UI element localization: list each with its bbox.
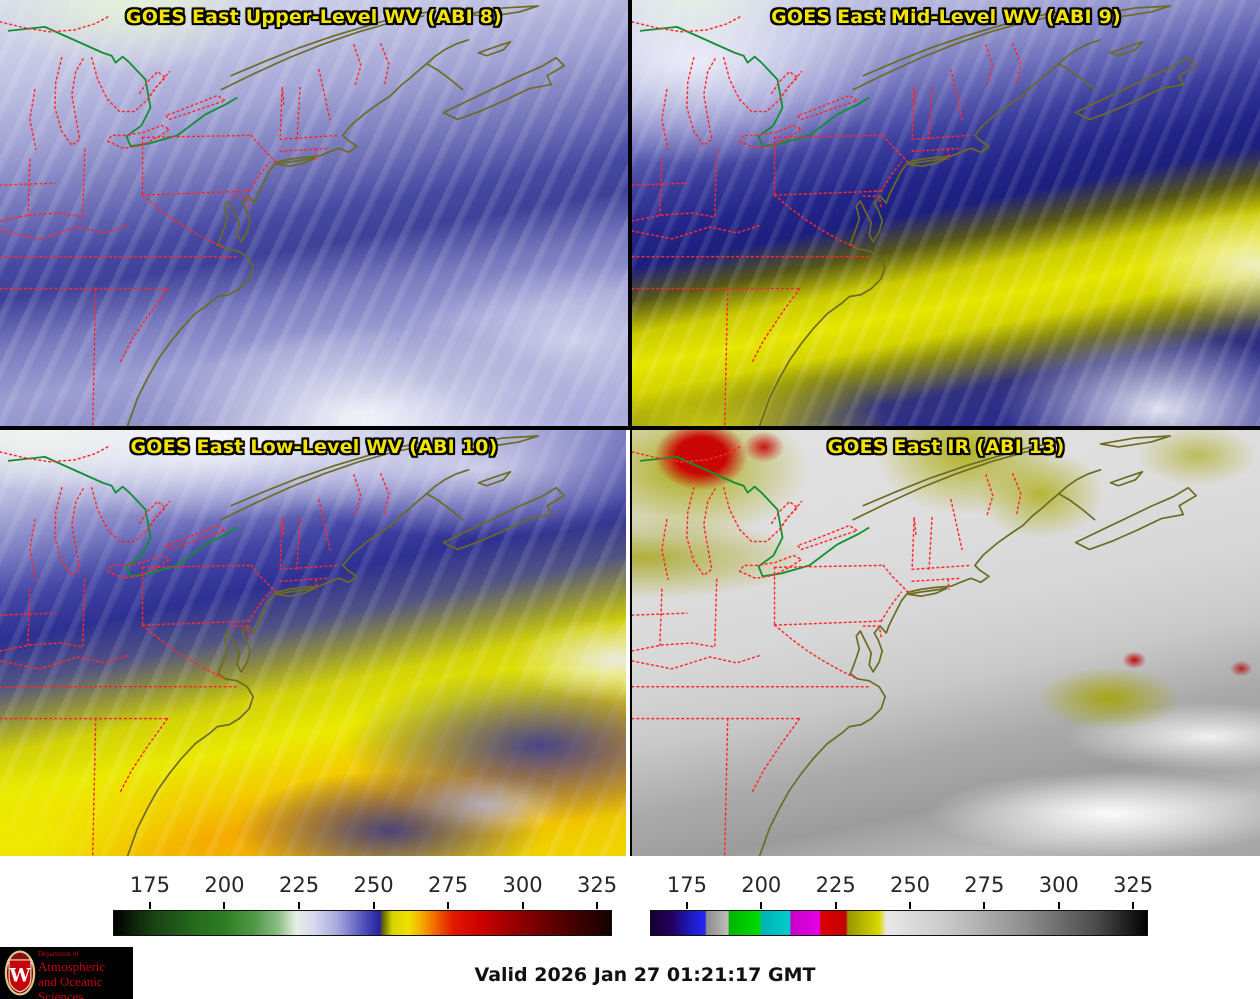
panel-title-abi8: GOES East Upper-Level WV (ABI 8) bbox=[125, 6, 503, 28]
uw-aos-logo: W Department of Atmospheric and Oceanic … bbox=[0, 947, 133, 999]
wv-colorbar: 175 200 225 250 275 300 325 bbox=[113, 856, 617, 951]
panel-upper-level-wv: GOES East Upper-Level WV (ABI 8) bbox=[0, 0, 628, 426]
ir-colorbar-gradient bbox=[650, 910, 1148, 936]
panel-title-abi13: GOES East IR (ABI 13) bbox=[827, 436, 1065, 458]
basemap-overlay bbox=[632, 5, 1198, 426]
logo-text: Department of Atmospheric and Oceanic Sc… bbox=[38, 950, 133, 999]
colorbar-tick-label: 225 bbox=[815, 873, 856, 897]
colorbar-tick-label: 325 bbox=[577, 873, 618, 897]
abi10-imagery bbox=[0, 430, 628, 856]
logo-oceanic-sciences: and Oceanic Sciences bbox=[38, 974, 103, 999]
panel-mid-level-wv: GOES East Mid-Level WV (ABI 9) bbox=[632, 0, 1260, 426]
colorbar-tick-label: 275 bbox=[427, 873, 469, 897]
wv-colorbar-labels: 175 200 225 250 275 300 325 bbox=[113, 872, 617, 898]
colorbar-tick-label: 300 bbox=[1038, 873, 1079, 897]
colorbar-tick-label: 225 bbox=[278, 873, 320, 897]
svg-text:W: W bbox=[8, 965, 31, 987]
logo-department-of: Department of bbox=[38, 950, 79, 958]
valid-time-label: Valid 2026 Jan 27 01:21:17 GMT bbox=[474, 964, 816, 986]
panel-low-level-wv: GOES East Low-Level WV (ABI 10) bbox=[0, 430, 628, 856]
panel-ir: GOES East IR (ABI 13) bbox=[632, 430, 1260, 856]
colorbar-tick-label: 325 bbox=[1113, 873, 1154, 897]
abi13-imagery bbox=[632, 430, 1260, 856]
basemap-overlay bbox=[632, 435, 1198, 856]
colorbar-tick-label: 300 bbox=[502, 873, 543, 897]
ir-colorbar-ticks bbox=[650, 902, 1148, 910]
footer: 175 200 225 250 275 300 325 175 200 225 … bbox=[0, 856, 1260, 999]
colorbar-tick-label: 200 bbox=[204, 873, 245, 897]
wv-colorbar-ticks bbox=[113, 902, 612, 910]
panel-title-abi10: GOES East Low-Level WV (ABI 10) bbox=[130, 436, 498, 458]
colorbar-tick-label: 250 bbox=[353, 873, 394, 897]
basemap-overlay bbox=[0, 5, 566, 426]
panel-title-abi9: GOES East Mid-Level WV (ABI 9) bbox=[771, 6, 1121, 28]
colorbar-tick-label: 175 bbox=[666, 873, 707, 897]
ir-colorbar-labels: 175 200 225 250 275 300 325 bbox=[650, 872, 1153, 898]
panel-divider bbox=[626, 430, 630, 856]
panel-grid: GOES East Upper-Level WV (ABI 8) GOES Ea… bbox=[0, 0, 1260, 856]
uw-crest-icon: W bbox=[4, 950, 36, 996]
colorbar-tick-label: 200 bbox=[741, 873, 782, 897]
wv-colorbar-gradient bbox=[113, 910, 612, 936]
abi8-imagery bbox=[0, 0, 628, 426]
logo-atmospheric: Atmospheric bbox=[38, 959, 106, 974]
abi9-imagery bbox=[632, 0, 1260, 426]
ir-colorbar: 175 200 225 250 275 300 325 bbox=[650, 856, 1153, 951]
colorbar-tick-label: 275 bbox=[964, 873, 1005, 897]
colorbar-tick-label: 175 bbox=[129, 873, 171, 897]
basemap-overlay bbox=[0, 435, 566, 856]
colorbar-tick-label: 250 bbox=[889, 873, 931, 897]
